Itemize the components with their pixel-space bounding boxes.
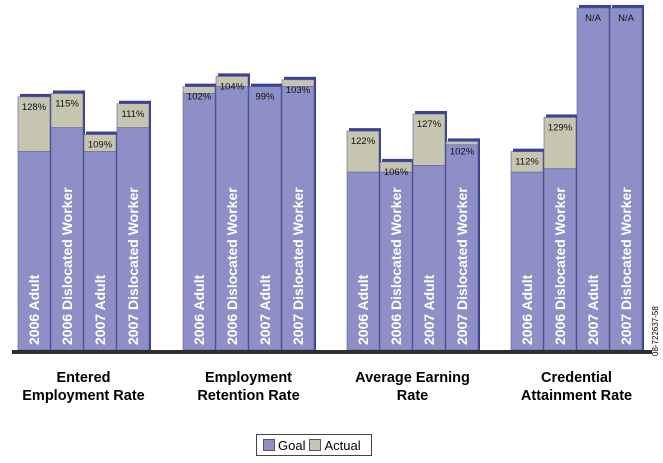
legend-item-goal: Goal xyxy=(263,438,305,453)
actual-bar xyxy=(543,117,577,170)
goal-bar xyxy=(609,7,643,351)
goal-bar xyxy=(281,86,315,351)
legend: Goal Actual xyxy=(256,434,372,456)
value-label: 111% xyxy=(122,109,145,120)
category-label: Average Earning Rate xyxy=(355,370,470,404)
goal-bar xyxy=(17,151,51,351)
value-label: 102% xyxy=(187,92,212,103)
category-label-line: Entered xyxy=(57,370,111,386)
value-label: N/A xyxy=(585,13,602,24)
category-label-line: Credential xyxy=(541,370,612,386)
goal-bar xyxy=(379,171,413,351)
bar-series-label: 2006 Adult xyxy=(26,274,42,345)
category-label-line: Average Earning xyxy=(355,370,470,386)
actual-bar xyxy=(17,96,51,152)
value-label: 104% xyxy=(220,81,245,92)
bar-series-label: 2007 Adult xyxy=(92,274,108,345)
bar-series-label: 2007 Dislocated Worker xyxy=(290,187,306,345)
bar-series-label: 2006 Adult xyxy=(191,274,207,345)
bar-series-label: 2007 Dislocated Worker xyxy=(454,187,470,345)
value-label: 122% xyxy=(351,136,376,147)
goal-bar xyxy=(116,127,150,351)
legend-swatch-goal xyxy=(263,439,275,451)
category-label-line: Attainment Rate xyxy=(521,388,632,404)
goal-bar xyxy=(248,86,282,351)
category-label: Credential Attainment Rate xyxy=(521,370,632,404)
value-label: 112% xyxy=(515,157,539,168)
bar-series-label: 2006 Dislocated Worker xyxy=(59,187,75,345)
category-label-line: Rate xyxy=(397,388,428,404)
legend-label-goal: Goal xyxy=(278,437,306,453)
goal-bar xyxy=(50,127,84,351)
value-label: 129% xyxy=(548,122,573,133)
value-label: N/A xyxy=(618,13,635,24)
category-label-line: Employment xyxy=(205,370,292,386)
goal-bar xyxy=(346,171,380,351)
value-label: 99% xyxy=(255,92,275,103)
value-label: 109% xyxy=(88,140,113,151)
value-label: 115% xyxy=(55,99,79,110)
bar-series-label: 2007 Adult xyxy=(421,274,437,345)
category-label-line: Employment Rate xyxy=(22,388,144,404)
legend-label-actual: Actual xyxy=(324,437,361,453)
x-axis-baseline xyxy=(12,350,652,354)
category-label: Employment Retention Rate xyxy=(197,370,299,404)
category-label-line: Retention Rate xyxy=(197,388,299,404)
bar-series-label: 2007 Adult xyxy=(585,274,601,345)
side-code: 08-722637-58 xyxy=(651,306,660,356)
goal-bar xyxy=(543,168,577,351)
bar-series-label: 2007 Adult xyxy=(257,274,273,345)
actual-bar xyxy=(346,130,380,173)
bar-series-label: 2006 Dislocated Worker xyxy=(224,187,240,345)
value-label: 128% xyxy=(22,102,47,113)
bar-series-label: 2006 Adult xyxy=(519,274,535,345)
goal-bar xyxy=(182,93,216,351)
bars-layer xyxy=(17,5,644,351)
bar-series-label: 2006 Dislocated Worker xyxy=(388,187,404,345)
actual-bar xyxy=(412,113,446,166)
actual-bar xyxy=(50,93,84,129)
goal-bar xyxy=(215,86,249,351)
goal-bar xyxy=(412,165,446,351)
bar-series-label: 2006 Adult xyxy=(355,274,371,345)
legend-item-actual: Actual xyxy=(309,437,361,453)
bar-series-label: 2006 Dislocated Worker xyxy=(552,187,568,345)
value-label: 127% xyxy=(417,119,442,130)
goal-bar xyxy=(510,171,544,351)
actual-bar xyxy=(445,141,479,146)
legend-swatch-actual xyxy=(309,439,322,451)
bar-series-label: 2007 Dislocated Worker xyxy=(618,187,634,345)
value-label: 102% xyxy=(450,146,475,157)
bar-series-label: 2007 Dislocated Worker xyxy=(125,187,141,345)
value-label: 106% xyxy=(384,167,409,178)
value-label: 103% xyxy=(286,85,311,96)
goal-bar xyxy=(445,144,479,351)
category-label: Entered Employment Rate xyxy=(22,370,144,404)
labels-layer: 128% 2006 Adult 115% 2006 Dislocated Worker… xyxy=(22,13,635,404)
